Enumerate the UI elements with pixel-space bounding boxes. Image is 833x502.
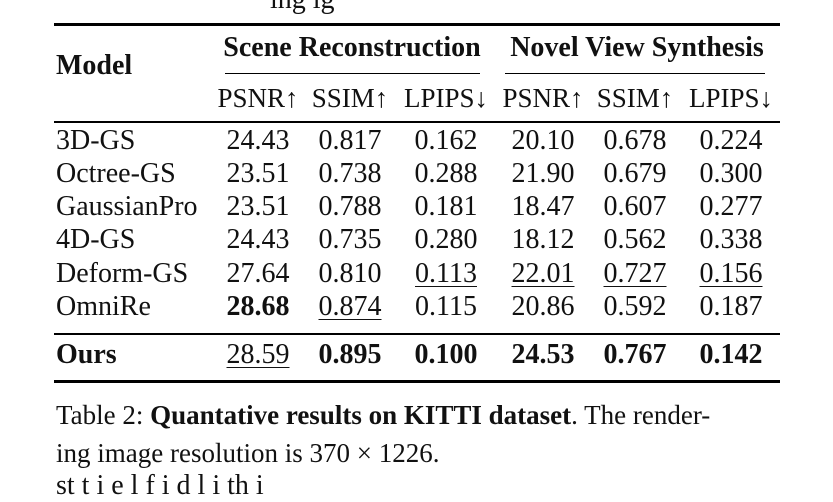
metric-value: 28.59: [226, 339, 290, 370]
metric-value: 21.90: [511, 158, 575, 189]
metric-value: 0.187: [699, 291, 763, 322]
metric-value: 0.100: [414, 339, 478, 370]
caption-title: Quantative results on KITTI dataset: [150, 400, 572, 430]
metric-value: 0.592: [603, 291, 667, 322]
metric-value: 0.280: [414, 224, 478, 255]
metric-value: 0.738: [318, 158, 382, 189]
metric-value: 27.64: [226, 258, 290, 289]
table-caption: Table 2: Quantative results on KITTI dat…: [56, 396, 776, 472]
metric-value: 0.562: [603, 224, 667, 255]
metric-value: 23.51: [226, 158, 290, 189]
metric-header: PSNR↑: [217, 83, 299, 113]
metric-value: 22.01: [511, 258, 575, 289]
metric-value: 20.86: [511, 291, 575, 322]
metric-value: 0.288: [414, 158, 478, 189]
metric-value: 0.679: [603, 158, 667, 189]
scene-reconstruction-cmidrule: [225, 73, 480, 74]
metric-value: 23.51: [226, 191, 290, 222]
metric-value: 24.43: [226, 224, 290, 255]
metric-value: 0.162: [414, 125, 478, 156]
model-name: OmniRe: [56, 291, 151, 322]
metric-value: 0.895: [318, 339, 382, 370]
metric-value: 0.810: [318, 258, 382, 289]
metric-header: PSNR↑: [502, 83, 584, 113]
metric-value: 0.115: [415, 291, 477, 322]
metric-header: LPIPS↓: [403, 83, 489, 113]
metric-value: 0.727: [603, 258, 667, 289]
clipped-following-text: st t i e l f i d l i th i: [56, 470, 264, 501]
header-separator-rule: [54, 121, 780, 123]
final-row-separator-rule: [54, 333, 780, 335]
model-name: Ours: [56, 339, 117, 370]
clipped-preceding-text: ing ig: [270, 0, 335, 16]
metric-value: 18.12: [511, 224, 575, 255]
metric-value: 0.767: [603, 339, 667, 370]
metric-value: 24.43: [226, 125, 290, 156]
model-name: 3D-GS: [56, 125, 136, 156]
metric-value: 24.53: [511, 339, 575, 370]
metric-value: 0.300: [699, 158, 763, 189]
metric-header: SSIM↑: [311, 83, 389, 113]
metric-value: 0.735: [318, 224, 382, 255]
metric-header: SSIM↑: [596, 83, 674, 113]
model-name: GaussianPro: [56, 191, 198, 222]
novel-view-synthesis-cmidrule: [505, 73, 765, 74]
metric-value: 0.113: [415, 258, 477, 289]
table-top-rule: [54, 23, 780, 26]
metric-value: 20.10: [511, 125, 575, 156]
caption-line2: ing image resolution is 370 × 1226.: [56, 438, 440, 468]
scene-reconstruction-header: Scene Reconstruction: [223, 32, 481, 63]
metric-value: 18.47: [511, 191, 575, 222]
metric-value: 0.142: [699, 339, 763, 370]
metric-value: 0.607: [603, 191, 667, 222]
metric-value: 0.277: [699, 191, 763, 222]
caption-label: Table 2:: [56, 400, 151, 430]
metric-value: 28.68: [226, 291, 290, 322]
caption-line1-rest: . The render-: [571, 400, 711, 430]
metric-value: 0.788: [318, 191, 382, 222]
metric-value: 0.338: [699, 224, 763, 255]
model-column-header: Model: [56, 50, 133, 81]
model-name: Deform-GS: [56, 258, 189, 289]
model-name: Octree-GS: [56, 158, 176, 189]
metric-value: 0.181: [414, 191, 478, 222]
metric-value: 0.817: [318, 125, 382, 156]
table-bottom-rule: [54, 380, 780, 383]
metric-value: 0.156: [699, 258, 763, 289]
metric-value: 0.678: [603, 125, 667, 156]
metric-value: 0.224: [699, 125, 763, 156]
metric-value: 0.874: [318, 291, 382, 322]
model-name: 4D-GS: [56, 224, 136, 255]
metric-header: LPIPS↓: [688, 83, 774, 113]
novel-view-synthesis-header: Novel View Synthesis: [510, 32, 764, 63]
